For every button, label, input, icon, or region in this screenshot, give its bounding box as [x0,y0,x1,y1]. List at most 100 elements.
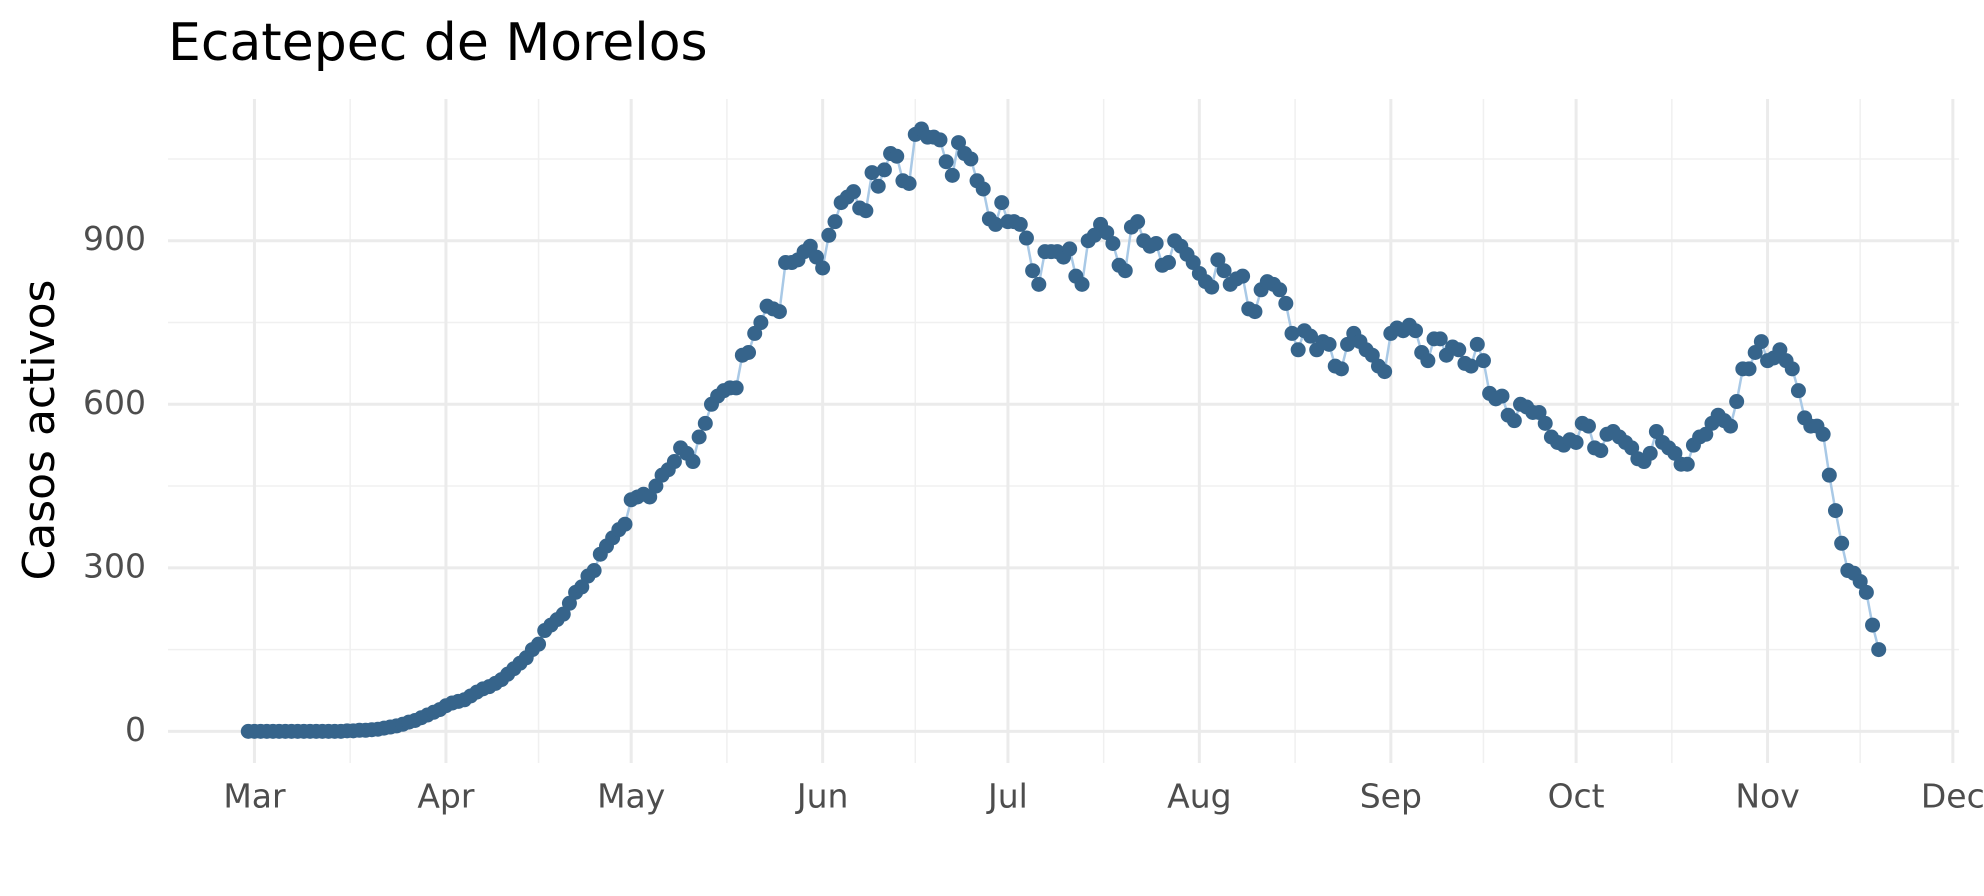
x-tick-label: Mar [223,777,286,816]
point [994,195,1010,211]
point [1216,263,1232,279]
point [1377,364,1393,380]
x-tick-label: May [597,777,665,816]
point [1865,617,1881,633]
point [1642,445,1658,461]
point [685,454,701,470]
point [1432,331,1448,347]
y-tick-label: 600 [83,383,146,422]
point [827,214,843,230]
point [1303,328,1319,344]
point [1018,230,1034,246]
x-tick-label: Oct [1548,777,1605,816]
point [574,579,590,595]
point [1753,334,1769,350]
point [1747,344,1763,360]
point [889,148,905,164]
point [1420,353,1436,369]
y-tick-label: 300 [83,546,146,585]
point [1284,325,1300,341]
point [1858,584,1874,600]
point [1698,426,1714,442]
point [1117,263,1133,279]
point [1204,279,1220,295]
point [1469,336,1485,352]
point [1815,426,1831,442]
point [1333,361,1349,377]
point [1790,383,1806,399]
point [1074,276,1090,292]
point [1580,418,1596,434]
point [648,478,664,494]
point [642,489,658,505]
point [1025,263,1041,279]
point [1278,295,1294,311]
point [753,315,769,331]
point [1834,535,1850,551]
x-tick-label: Nov [1735,777,1799,816]
y-axis-label: Casos activos [14,280,65,581]
point [963,151,979,167]
point [1364,347,1380,363]
point [858,203,874,219]
point [697,415,713,431]
point [1340,336,1356,352]
y-tick-label: 900 [83,219,146,258]
point [1086,227,1102,243]
point [1821,467,1837,483]
point [1408,323,1424,339]
point [1827,503,1843,519]
point [1099,225,1115,241]
point [1667,445,1683,461]
point [1247,304,1263,320]
point [1871,642,1887,658]
point [561,595,577,611]
point [876,162,892,178]
point [1210,252,1226,268]
point [728,380,744,396]
point [932,132,948,148]
point [988,216,1004,232]
point [617,516,633,532]
point [771,304,787,320]
point [1130,214,1146,230]
point [1148,235,1164,251]
point [1185,255,1201,271]
point [747,325,763,341]
point [1729,394,1745,410]
point [1031,276,1047,292]
point [1451,342,1467,358]
point [666,454,682,470]
point [1852,573,1868,589]
point [531,636,547,652]
point [691,429,707,445]
point [555,606,571,622]
series-line [248,127,1880,733]
point [1321,336,1337,352]
point [1105,235,1121,251]
point [586,563,602,579]
point [1160,255,1176,271]
point [846,184,862,200]
point [1272,282,1288,298]
point [901,175,917,191]
point [1475,353,1491,369]
point [944,167,960,183]
point [808,249,824,265]
point [975,181,991,197]
x-tick-label: Jul [986,777,1028,816]
point [1537,415,1553,431]
point [802,238,818,254]
point [1722,418,1738,434]
point [1494,388,1510,404]
point [1784,361,1800,377]
x-tick-label: Jun [795,777,849,816]
point [1741,361,1757,377]
point [1290,342,1306,358]
point [938,154,954,170]
point [870,178,886,194]
point [1593,443,1609,459]
x-tick-label: Aug [1167,777,1231,816]
